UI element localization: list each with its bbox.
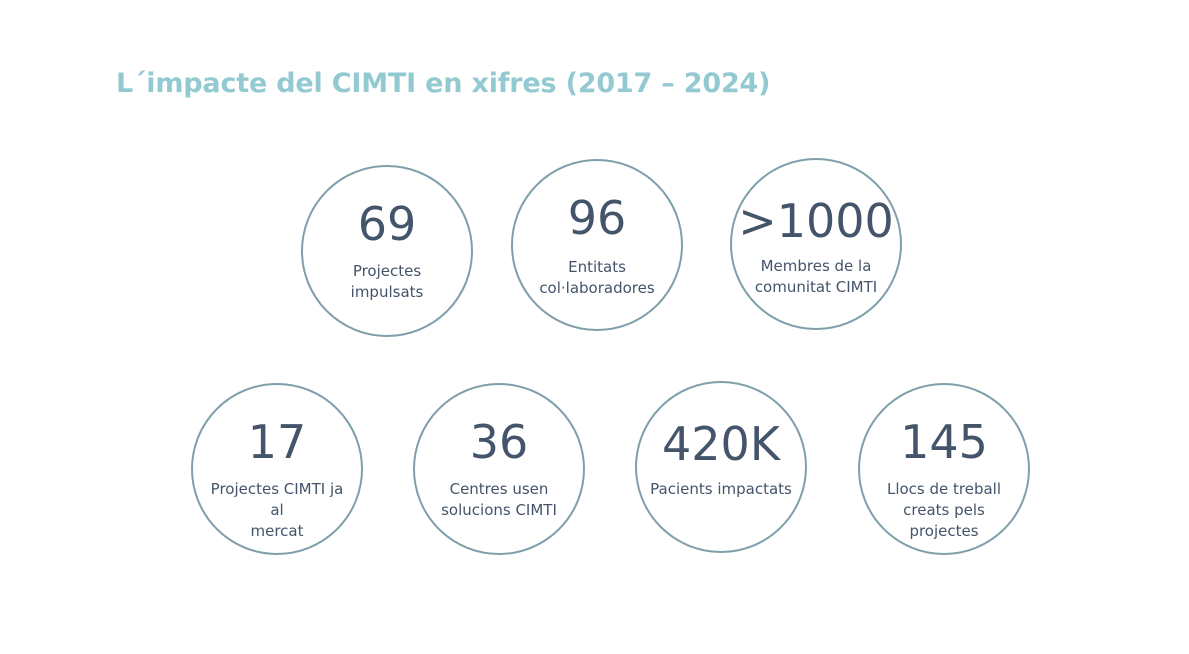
stat-value: 96 [567,191,627,245]
stat-label: Centres usen solucions CIMTI [441,480,557,519]
slide-title: L´impacte del CIMTI en xifres (2017 – 20… [116,68,771,99]
stat-label: Projectes CIMTI ja al mercat [210,480,344,540]
stat-label: Projectes impulsats [350,262,424,301]
stat-label: Entitats col·laboradores [539,258,655,297]
stat-community-members: >1000 Membres de la comunitat CIMTI [730,158,902,330]
stat-collaborating-entities: 96 Entitats col·laboradores [511,159,683,331]
stat-projects-launched: 69 Projectes impulsats [301,165,473,337]
stat-label: Membres de la comunitat CIMTI [754,257,878,296]
stat-value: 69 [357,197,417,251]
stat-value: >1000 [738,194,894,248]
stat-label: Llocs de treball creats pels projectes [886,480,1002,540]
stat-patients-impacted: 420K Pacients impactats [635,381,807,553]
stat-projects-on-market: 17 Projectes CIMTI ja al mercat [191,383,363,555]
stat-label: Pacients impactats [650,480,792,498]
stat-value: 17 [247,415,307,469]
stat-jobs-created: 145 Llocs de treball creats pels project… [858,383,1030,555]
stat-value: 420K [662,417,780,471]
stat-centers-using-solutions: 36 Centres usen solucions CIMTI [413,383,585,555]
stat-value: 145 [900,415,988,469]
stat-value: 36 [469,415,529,469]
